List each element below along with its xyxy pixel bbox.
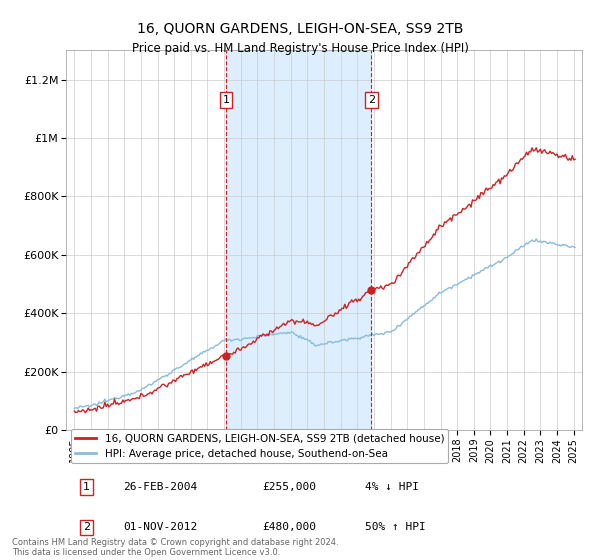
Text: 4% ↓ HPI: 4% ↓ HPI <box>365 482 419 492</box>
Text: £480,000: £480,000 <box>262 522 316 533</box>
Text: 01-NOV-2012: 01-NOV-2012 <box>123 522 197 533</box>
Text: 2: 2 <box>83 522 90 533</box>
Text: £255,000: £255,000 <box>262 482 316 492</box>
Text: Price paid vs. HM Land Registry's House Price Index (HPI): Price paid vs. HM Land Registry's House … <box>131 42 469 55</box>
Text: 26-FEB-2004: 26-FEB-2004 <box>123 482 197 492</box>
Legend: 16, QUORN GARDENS, LEIGH-ON-SEA, SS9 2TB (detached house), HPI: Average price, d: 16, QUORN GARDENS, LEIGH-ON-SEA, SS9 2TB… <box>71 430 448 463</box>
Text: 16, QUORN GARDENS, LEIGH-ON-SEA, SS9 2TB: 16, QUORN GARDENS, LEIGH-ON-SEA, SS9 2TB <box>137 22 463 36</box>
Text: 1: 1 <box>83 482 90 492</box>
Text: 50% ↑ HPI: 50% ↑ HPI <box>365 522 426 533</box>
Text: 2: 2 <box>368 95 375 105</box>
Bar <box>226 50 371 430</box>
Text: 1: 1 <box>223 95 230 105</box>
Text: Contains HM Land Registry data © Crown copyright and database right 2024.
This d: Contains HM Land Registry data © Crown c… <box>12 538 338 557</box>
